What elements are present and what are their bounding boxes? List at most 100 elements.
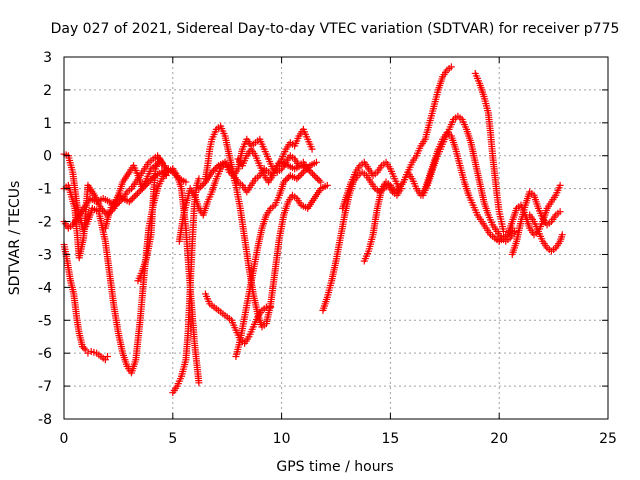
data-point (135, 188, 143, 196)
data-point (317, 178, 325, 186)
data-point (137, 186, 145, 194)
series-track-6 (134, 155, 170, 285)
data-point (314, 175, 322, 183)
data-point (299, 168, 307, 176)
data-point (211, 165, 219, 173)
series-track-12 (232, 158, 320, 360)
data-point (224, 162, 232, 170)
y-tick-label: -1 (38, 182, 52, 198)
y-tick-label: -5 (38, 313, 52, 329)
grid-lines (64, 57, 608, 419)
plot-frame (63, 56, 609, 420)
data-point (182, 178, 190, 186)
data-point (312, 158, 320, 166)
data-point (510, 227, 518, 235)
data-point (447, 63, 455, 71)
data-point (310, 171, 318, 179)
x-tick-label: 25 (599, 431, 617, 447)
y-tick-label: -2 (38, 215, 52, 231)
data-point (280, 178, 288, 186)
chart-title: Day 027 of 2021, Sidereal Day-to-day VTE… (51, 21, 620, 37)
x-axis-label: GPS time / hours (276, 459, 393, 475)
x-axis: 0 5 10 15 20 25 (60, 431, 617, 447)
x-tick-label: 15 (381, 431, 399, 447)
data-point (127, 196, 135, 204)
data-point (129, 195, 137, 203)
series-track-18 (471, 69, 508, 235)
data-point (108, 201, 116, 209)
series-track-17 (419, 112, 518, 245)
x-tick-label: 5 (168, 431, 177, 447)
series-track-9 (201, 122, 312, 183)
y-axis-label: SDTVAR / TECUs (7, 181, 23, 296)
data-point (169, 165, 177, 173)
y-tick-label: 2 (43, 83, 52, 99)
data-point (125, 198, 133, 206)
data-point (312, 173, 320, 181)
x-tick-label: 20 (490, 431, 508, 447)
data-point (223, 160, 231, 168)
data-point (100, 208, 108, 216)
series-track-21 (526, 211, 566, 255)
data-point (303, 165, 311, 173)
data-point (323, 181, 331, 189)
data-point (80, 344, 88, 352)
series-track-15 (339, 63, 455, 212)
axis-ticks (63, 56, 609, 420)
data-point (307, 168, 315, 176)
data-point (99, 206, 107, 214)
series-track-13 (234, 125, 316, 186)
data-point (130, 193, 138, 201)
data-point (556, 208, 564, 216)
data-point (226, 163, 234, 171)
data-point (283, 175, 291, 183)
data-point (221, 158, 229, 166)
data-point (162, 171, 170, 179)
data-point (195, 379, 203, 387)
data-point (78, 343, 86, 351)
data-point (294, 173, 302, 181)
data-point (110, 199, 118, 207)
series-track-11 (195, 158, 331, 331)
data-point (298, 170, 306, 178)
x-tick-label: 10 (273, 431, 291, 447)
series-track-3 (60, 241, 112, 364)
data-point (556, 181, 564, 189)
data-point (133, 190, 141, 198)
data-point (197, 183, 205, 191)
y-tick-label: -7 (38, 379, 52, 395)
series-track-19 (491, 181, 564, 245)
data-point (304, 163, 312, 171)
x-tick-label: 0 (60, 431, 69, 447)
y-tick-label: 1 (43, 116, 52, 132)
y-tick-label: -8 (38, 412, 52, 428)
data-point (213, 163, 221, 171)
y-tick-label: 0 (43, 149, 52, 165)
data-point (84, 349, 92, 357)
data-point (558, 231, 566, 239)
data-point (208, 168, 216, 176)
data-point (200, 180, 208, 188)
data-point (281, 176, 289, 184)
data-point (210, 167, 218, 175)
data-point (195, 175, 203, 183)
data-point (198, 181, 206, 189)
data-point (293, 175, 301, 183)
data-point (195, 185, 203, 193)
data-point (309, 170, 317, 178)
data-point (296, 171, 304, 179)
data-point (308, 145, 316, 153)
series-track-10 (201, 290, 275, 347)
y-tick-label: -3 (38, 247, 52, 263)
data-point (132, 191, 140, 199)
data-point (97, 204, 105, 212)
data-point (104, 352, 112, 360)
data-point (150, 173, 158, 181)
series-track-20 (508, 188, 564, 258)
data-point (315, 176, 323, 184)
y-tick-label: -6 (38, 346, 52, 362)
y-axis: -8 -7 -6 -5 -4 -3 -2 -1 0 1 2 3 (38, 50, 52, 428)
y-tick-label: 3 (43, 50, 52, 66)
y-tick-label: -4 (38, 280, 52, 296)
